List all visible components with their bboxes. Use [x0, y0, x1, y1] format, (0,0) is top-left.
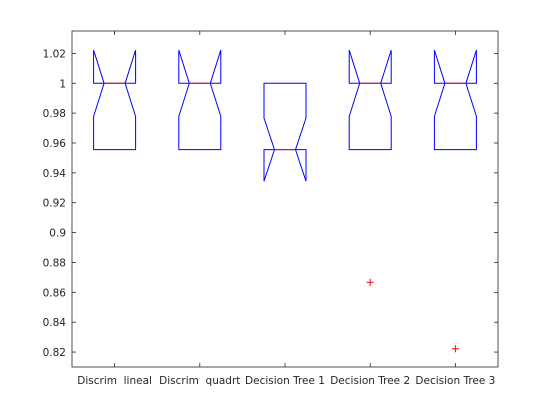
y-tick-label: 1.02 — [43, 48, 66, 60]
y-axis: 0.82 0.84 0.86 0.88 0.9 0.92 0.94 0.96 0.98 1 1.02 — [43, 48, 498, 359]
y-tick-label: 0.84 — [43, 317, 67, 329]
box-3 — [263, 82, 307, 182]
box-5 — [433, 49, 477, 353]
outlier-marker — [451, 345, 459, 353]
x-tick-label: Decision Tree 2 — [330, 375, 410, 387]
y-tick-label: 0.94 — [43, 168, 67, 180]
x-tick-label: Discrim quadrt — [159, 375, 240, 387]
y-tick-label: 0.82 — [43, 347, 66, 359]
outlier-marker — [366, 278, 374, 286]
y-tick-label: 0.86 — [43, 287, 67, 299]
box-outline — [93, 49, 137, 151]
box-1 — [93, 49, 137, 151]
x-axis: Discrim lineal Discrim quadrt Decision Tre… — [77, 31, 495, 387]
box-outline — [178, 49, 222, 151]
x-tick-label: Decision Tree 3 — [415, 375, 495, 387]
y-tick-label: 0.92 — [43, 198, 66, 210]
y-tick-label: 1 — [59, 78, 66, 90]
box-4 — [348, 49, 392, 286]
axes-frame — [71, 30, 499, 368]
box-outline — [433, 49, 477, 151]
box-outline — [348, 49, 392, 151]
y-tick-label: 0.9 — [49, 228, 66, 240]
box-2 — [178, 49, 222, 151]
x-tick-label: Decision Tree 1 — [245, 375, 325, 387]
y-tick-label: 0.88 — [43, 257, 66, 269]
boxes-layer — [93, 49, 477, 353]
y-tick-label: 0.98 — [43, 108, 66, 120]
box-outline — [263, 82, 307, 182]
y-tick-label: 0.96 — [43, 138, 67, 150]
x-tick-label: Discrim lineal — [77, 375, 152, 387]
